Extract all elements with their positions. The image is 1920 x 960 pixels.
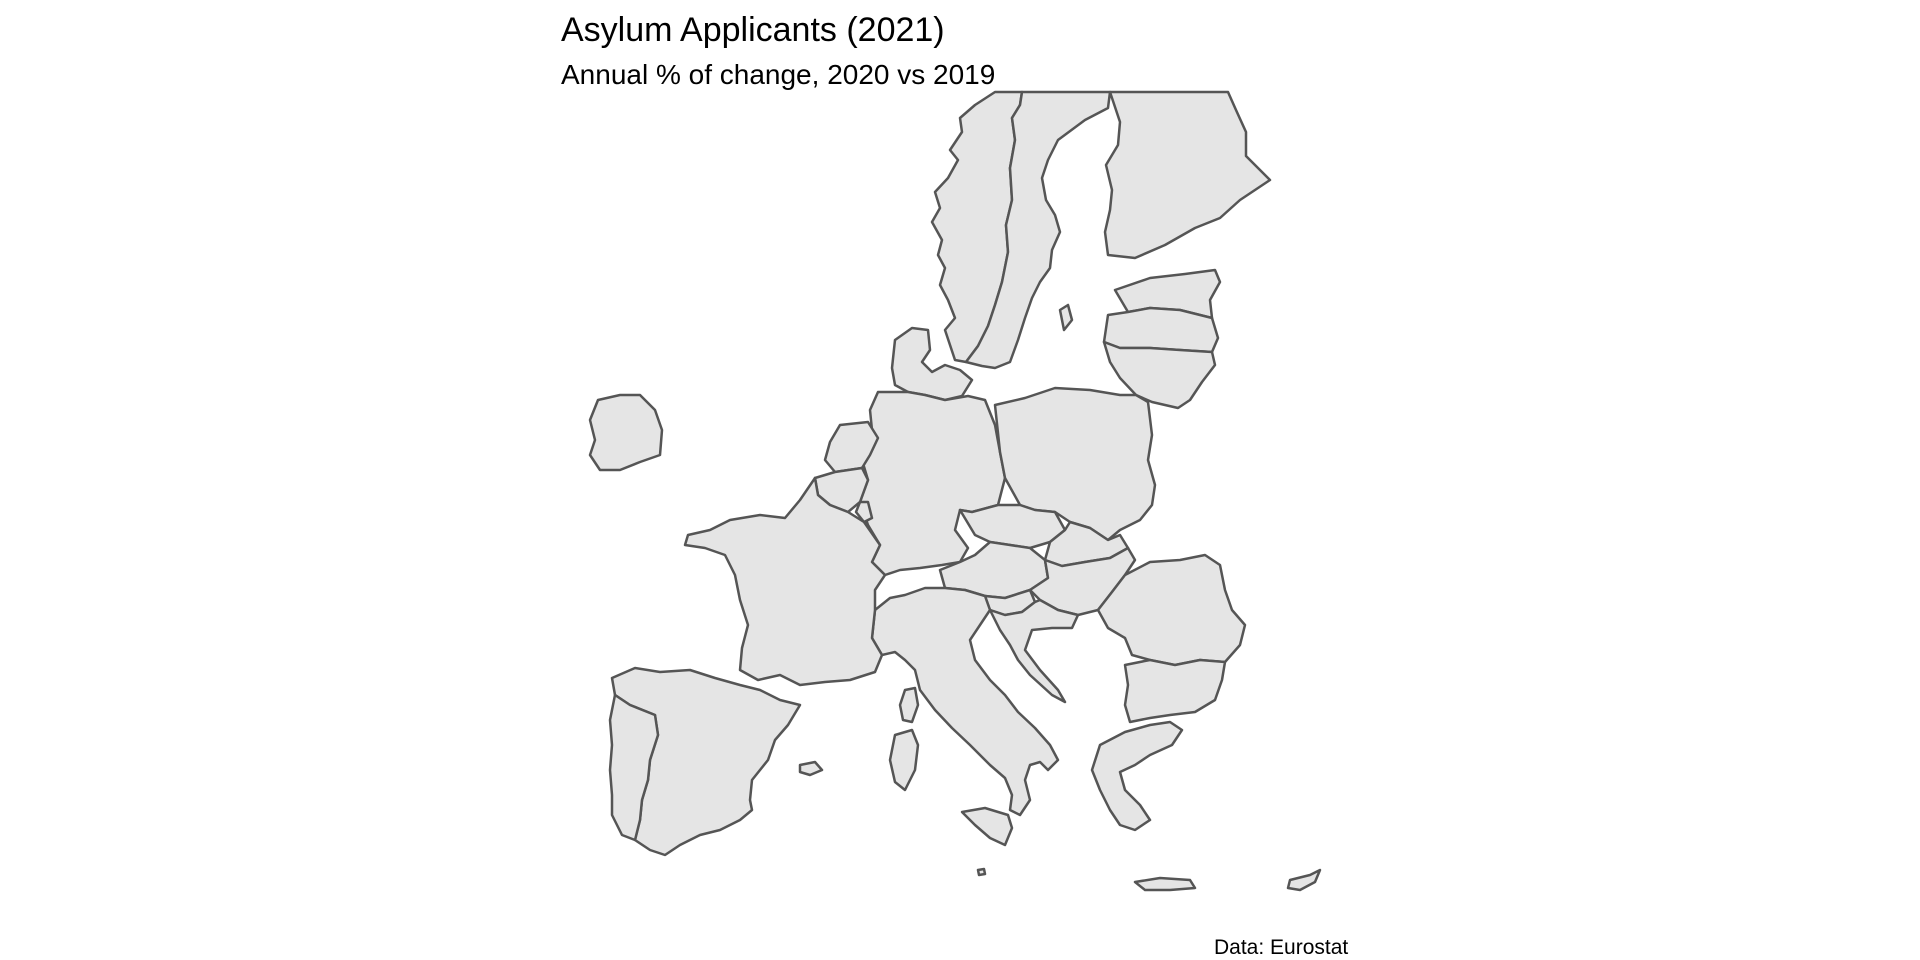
country-italy-sicily [960, 806, 1014, 847]
country-france-corsica [898, 686, 920, 724]
country-sweden-gotland [1058, 303, 1074, 332]
country-spain-balearic [798, 760, 824, 777]
country-croatia [988, 598, 1080, 704]
country-cyprus [1286, 868, 1322, 892]
country-italy [870, 586, 1060, 817]
country-malta [976, 867, 987, 877]
country-lithuania [1102, 340, 1217, 410]
country-bulgaria [1123, 658, 1227, 724]
country-france [683, 476, 887, 687]
country-denmark [890, 326, 974, 402]
country-greece-crete [1133, 876, 1197, 892]
map-title: Asylum Applicants (2021) [561, 11, 945, 49]
country-ireland [588, 393, 664, 472]
country-italy-sardinia [888, 728, 920, 792]
map-caption: Data: Eurostat [1214, 936, 1349, 959]
map-subtitle: Annual % of change, 2020 vs 2019 [561, 59, 996, 90]
country-latvia [1102, 306, 1220, 354]
country-finland [1103, 90, 1272, 260]
country-greece [1090, 720, 1184, 832]
country-sweden [964, 90, 1112, 370]
country-portugal [608, 693, 660, 842]
country-luxembourg [854, 500, 874, 524]
